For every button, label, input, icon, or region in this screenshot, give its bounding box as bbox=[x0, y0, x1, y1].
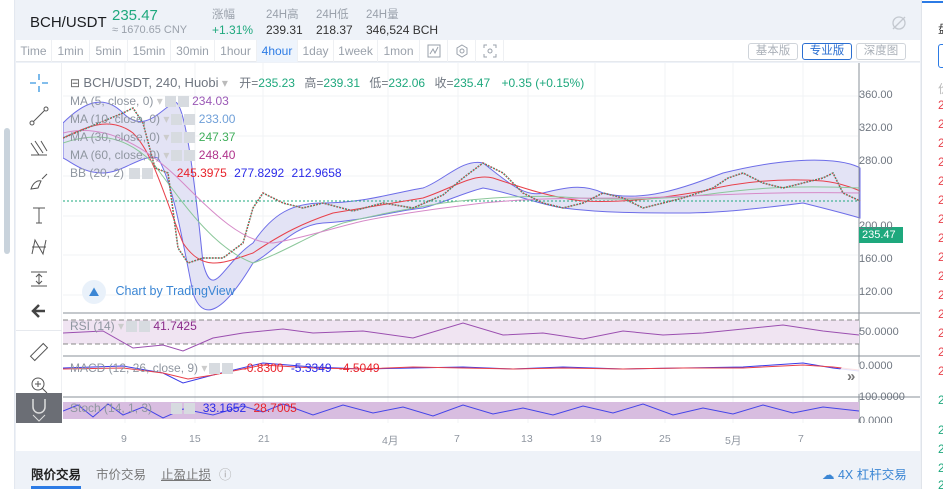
study-remove-icon[interactable] bbox=[184, 132, 196, 144]
study-remove-icon[interactable] bbox=[184, 114, 196, 126]
tradingview-logo-icon: ⛰ bbox=[82, 280, 106, 304]
interval-4hour[interactable]: 4hour bbox=[257, 40, 298, 62]
depth-chart-button[interactable]: 深度图 bbox=[856, 43, 906, 60]
macd-legend[interactable]: MACD (12, 26, close, 9) ▾ -0.8300 -5.334… bbox=[70, 361, 380, 375]
brush-icon[interactable] bbox=[27, 170, 51, 194]
fullscreen-icon[interactable] bbox=[476, 40, 504, 62]
indicator-icon[interactable] bbox=[420, 40, 448, 62]
stat-24h-high: 24H高 239.31 bbox=[266, 9, 303, 37]
pro-version-button[interactable]: 专业版 bbox=[802, 43, 852, 60]
pattern-icon[interactable] bbox=[27, 235, 51, 259]
interval-15min[interactable]: 15min bbox=[128, 40, 171, 62]
ruler-icon[interactable] bbox=[27, 340, 51, 364]
interval-1day[interactable]: 1day bbox=[298, 40, 334, 62]
market-header: BCH/USDT 235.47 ≈ 1670.65 CNY 涨幅 +1.31% … bbox=[16, 2, 920, 40]
cny-price: ≈ 1670.65 CNY bbox=[112, 24, 188, 36]
price-chart-canvas[interactable] bbox=[63, 63, 920, 423]
study-legend-ma10[interactable]: MA (10, close, 0) ▾ 233.00 bbox=[70, 112, 236, 126]
leverage-link[interactable]: ☁ 4X 杠杆交易 bbox=[822, 468, 907, 482]
orderbook-panel-partial: 盘 价 222222222222222 2 2222 bbox=[921, 0, 943, 489]
info-icon[interactable]: ⓘ bbox=[219, 468, 232, 482]
interval-time[interactable]: Time bbox=[16, 40, 52, 62]
study-legend-bb[interactable]: BB (20, 2) 245.3975 277.8292 212.9658 bbox=[70, 166, 342, 180]
interval-1mon[interactable]: 1mon bbox=[378, 40, 420, 62]
study-settings-icon[interactable] bbox=[171, 114, 183, 126]
interval-1min[interactable]: 1min bbox=[52, 40, 90, 62]
leverage-icon: ☁ bbox=[822, 468, 835, 482]
last-price-tag: 235.47 bbox=[859, 227, 903, 243]
study-settings-icon[interactable] bbox=[164, 96, 176, 108]
study-settings-icon[interactable] bbox=[171, 150, 183, 162]
interval-30min[interactable]: 30min bbox=[171, 40, 215, 62]
tab-market-order[interactable]: 市价交易 bbox=[96, 468, 147, 482]
stat-24h-low: 24H低 218.37 bbox=[316, 9, 353, 37]
stat-change: 涨幅 +1.31% bbox=[212, 9, 254, 37]
measure-icon[interactable] bbox=[27, 267, 51, 291]
chart-area[interactable]: » ⊟ BCH/USDT, 240, Huobi ▾ 开=235.23 高=23… bbox=[16, 63, 920, 427]
trading-main: BCH/USDT 235.47 ≈ 1670.65 CNY 涨幅 +1.31% … bbox=[16, 0, 920, 489]
left-scroll-panel bbox=[0, 0, 15, 489]
last-price: 235.47 bbox=[112, 7, 158, 24]
interval-1hour[interactable]: 1hour bbox=[215, 40, 257, 62]
tab-limit-order[interactable]: 限价交易 bbox=[31, 468, 82, 482]
left-scrollbar[interactable] bbox=[4, 128, 10, 254]
study-legend-ma30[interactable]: MA (30, close, 0) ▾ 247.37 bbox=[70, 130, 236, 144]
trendline-icon[interactable] bbox=[27, 104, 51, 128]
rsi-legend[interactable]: RSI (14) ▾ 41.7425 bbox=[70, 319, 197, 333]
time-axis: 9 15 21 4月 7 13 19 25 5月 7 bbox=[16, 423, 920, 451]
magnet-icon[interactable] bbox=[16, 393, 62, 423]
interval-5min[interactable]: 5min bbox=[90, 40, 128, 62]
tab-stop-order[interactable]: 止盈止损 bbox=[161, 468, 212, 482]
study-remove-icon[interactable] bbox=[177, 96, 189, 108]
toolbar-divider bbox=[16, 330, 62, 331]
order-tabs: 限价交易 市价交易 止盈止损 ⓘ ☁ 4X 杠杆交易 bbox=[16, 455, 920, 489]
collapse-legend-icon[interactable]: ⊟ bbox=[70, 76, 81, 90]
back-arrow-icon[interactable] bbox=[27, 299, 51, 323]
pitchfork-icon[interactable] bbox=[27, 137, 51, 161]
symbol-label[interactable]: BCH/USDT bbox=[30, 14, 107, 31]
drawing-toolbar bbox=[16, 63, 62, 423]
stoch-legend[interactable]: Stoch (14, 1, 3) 33.1652 28.7005 bbox=[70, 401, 297, 415]
stat-24h-volume: 24H量 346,524 BCH bbox=[366, 9, 439, 37]
chart-title-legend: ⊟ BCH/USDT, 240, Huobi ▾ 开=235.23 高=239.… bbox=[70, 75, 585, 90]
hide-chart-icon[interactable] bbox=[890, 14, 908, 32]
study-settings-icon[interactable] bbox=[171, 132, 183, 144]
text-icon[interactable] bbox=[27, 203, 51, 227]
tradingview-watermark[interactable]: ⛰ Chart by TradingView bbox=[82, 280, 235, 304]
zoom-in-icon[interactable] bbox=[27, 373, 51, 397]
crosshair-icon[interactable] bbox=[27, 71, 51, 95]
basic-version-button[interactable]: 基本版 bbox=[748, 43, 798, 60]
interval-1week[interactable]: 1week bbox=[334, 40, 378, 62]
chart-toolbar: Time 1min 5min 15min 30min 1hour 4hour 1… bbox=[16, 40, 920, 62]
settings-icon[interactable] bbox=[448, 40, 476, 62]
study-legend-ma5[interactable]: MA (5, close, 0) ▾ 234.03 bbox=[70, 94, 229, 108]
scroll-right-icon[interactable]: » bbox=[847, 368, 856, 385]
study-remove-icon[interactable] bbox=[184, 150, 196, 162]
active-tab-indicator bbox=[31, 486, 81, 489]
study-legend-ma60[interactable]: MA (60, close, 0) ▾ 248.40 bbox=[70, 148, 236, 162]
